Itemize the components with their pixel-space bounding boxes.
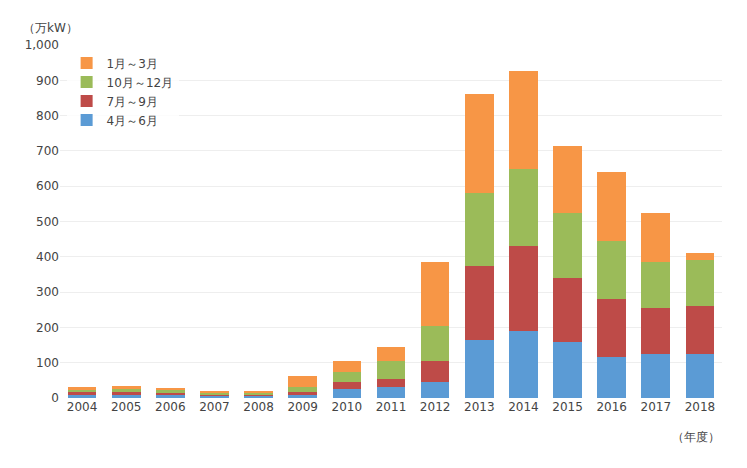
svg-text:100: 100 <box>36 356 59 370</box>
svg-text:2010: 2010 <box>332 400 363 414</box>
svg-text:2011: 2011 <box>376 400 407 414</box>
svg-text:1月～3月: 1月～3月 <box>107 57 158 71</box>
svg-text:2005: 2005 <box>111 400 142 414</box>
svg-text:10月～12月: 10月～12月 <box>107 76 174 90</box>
svg-text:1,000: 1,000 <box>25 38 59 52</box>
svg-text:2006: 2006 <box>155 400 186 414</box>
svg-text:700: 700 <box>36 144 59 158</box>
svg-text:200: 200 <box>36 321 59 335</box>
svg-text:900: 900 <box>36 74 59 88</box>
svg-text:2007: 2007 <box>199 400 230 414</box>
svg-text:2008: 2008 <box>243 400 274 414</box>
svg-text:2004: 2004 <box>67 400 98 414</box>
svg-text:2018: 2018 <box>685 400 716 414</box>
svg-text:400: 400 <box>36 250 59 264</box>
svg-text:300: 300 <box>36 285 59 299</box>
svg-text:600: 600 <box>36 179 59 193</box>
svg-text:800: 800 <box>36 109 59 123</box>
svg-text:2014: 2014 <box>508 400 539 414</box>
svg-text:2009: 2009 <box>287 400 318 414</box>
svg-text:7月～9月: 7月～9月 <box>107 95 158 109</box>
svg-text:2016: 2016 <box>596 400 627 414</box>
svg-text:2015: 2015 <box>552 400 583 414</box>
svg-text:（年度）: （年度） <box>672 430 720 444</box>
svg-text:（万kW）: （万kW） <box>23 21 78 35</box>
svg-text:2012: 2012 <box>420 400 451 414</box>
svg-text:4月～6月: 4月～6月 <box>107 114 158 128</box>
svg-text:0: 0 <box>51 391 59 405</box>
svg-text:2013: 2013 <box>464 400 495 414</box>
svg-text:2017: 2017 <box>641 400 672 414</box>
svg-text:500: 500 <box>36 215 59 229</box>
